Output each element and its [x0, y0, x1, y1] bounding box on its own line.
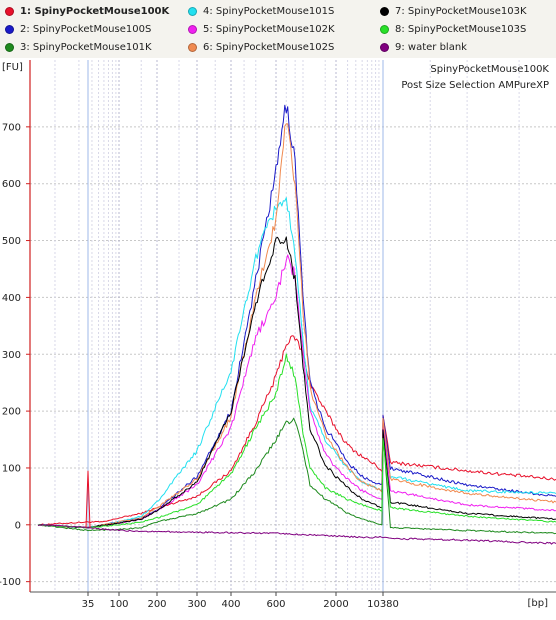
legend-item[interactable]: 2: SpinyPocketMouse100S	[5, 21, 151, 37]
plot-background	[30, 60, 556, 592]
series-line	[37, 123, 556, 529]
grid	[30, 60, 556, 592]
x-tick-label: 200	[147, 599, 166, 610]
chart-subtitle: Post Size Selection AMPureXP	[401, 80, 549, 91]
legend-item[interactable]: 4: SpinyPocketMouse101S	[188, 3, 334, 19]
x-tick-label: 300	[187, 599, 206, 610]
legend-color-dot	[188, 42, 197, 52]
legend-label: 3: SpinyPocketMouse101K	[20, 41, 152, 53]
legend-label: 1: SpinyPocketMouse100K	[20, 5, 170, 17]
legend: 1: SpinyPocketMouse100K 2: SpinyPocketMou…	[0, 0, 556, 58]
x-axis: 35 100 200 300 400 600 2000 10380	[30, 591, 556, 610]
y-tick-label: -100	[0, 577, 21, 588]
x-tick-label: 400	[221, 599, 240, 610]
x-tick-label: 10380	[367, 599, 399, 610]
series-line	[37, 197, 556, 529]
legend-color-dot	[5, 24, 14, 34]
legend-item[interactable]: 5: SpinyPocketMouse102K	[188, 21, 335, 37]
series-group	[37, 104, 556, 545]
legend-label: 8: SpinyPocketMouse103S	[395, 23, 527, 35]
legend-item[interactable]: 8: SpinyPocketMouse103S	[380, 21, 526, 37]
legend-label: 5: SpinyPocketMouse102K	[203, 23, 335, 35]
y-tick-label: 400	[2, 293, 21, 304]
legend-color-dot	[188, 6, 197, 16]
legend-color-dot	[188, 24, 197, 34]
legend-color-dot	[380, 42, 389, 52]
y-axis-label: [FU]	[2, 62, 23, 73]
y-tick-label: 0	[15, 520, 21, 531]
legend-label: 2: SpinyPocketMouse100S	[20, 23, 152, 35]
series-line	[37, 417, 556, 535]
y-axis: -100 0 100 200 300 400 500 600 700	[0, 60, 31, 592]
legend-item[interactable]: 1: SpinyPocketMouse100K	[5, 3, 169, 19]
chart-title: SpinyPocketMouse100K	[430, 64, 549, 75]
legend-color-dot	[5, 42, 14, 52]
x-tick-label: 35	[82, 599, 95, 610]
y-tick-label: 600	[2, 179, 21, 190]
y-tick-label: 700	[2, 122, 21, 133]
x-axis-label: [bp]	[528, 598, 549, 609]
legend-item[interactable]: 7: SpinyPocketMouse103K	[380, 3, 527, 19]
x-tick-label: 100	[109, 599, 128, 610]
series-line	[37, 353, 556, 529]
y-tick-label: 500	[2, 236, 21, 247]
legend-label: 6: SpinyPocketMouse102S	[203, 41, 335, 53]
legend-item[interactable]: 3: SpinyPocketMouse101K	[5, 39, 152, 55]
legend-item[interactable]: 6: SpinyPocketMouse102S	[188, 39, 334, 55]
legend-label: 4: SpinyPocketMouse101S	[203, 5, 335, 17]
series-line	[37, 524, 556, 545]
legend-color-dot	[380, 6, 389, 16]
legend-label: 7: SpinyPocketMouse103K	[395, 5, 527, 17]
legend-label: 9: water blank	[395, 41, 467, 53]
series-line	[37, 254, 556, 529]
lower-marker-peak	[85, 470, 91, 528]
x-tick-label: 2000	[323, 599, 348, 610]
legend-item[interactable]: 9: water blank	[380, 39, 467, 55]
y-tick-label: 200	[2, 407, 21, 418]
y-tick-label: 300	[2, 350, 21, 361]
series-line	[37, 236, 556, 529]
series-line	[37, 335, 556, 526]
x-tick-label: 600	[266, 599, 285, 610]
y-tick-label: 100	[2, 463, 21, 474]
legend-color-dot	[5, 6, 14, 16]
legend-color-dot	[380, 24, 389, 34]
electropherogram-chart: -100 0 100 200 300 400 500 600 700 35 100 200 300 40…	[0, 60, 556, 610]
